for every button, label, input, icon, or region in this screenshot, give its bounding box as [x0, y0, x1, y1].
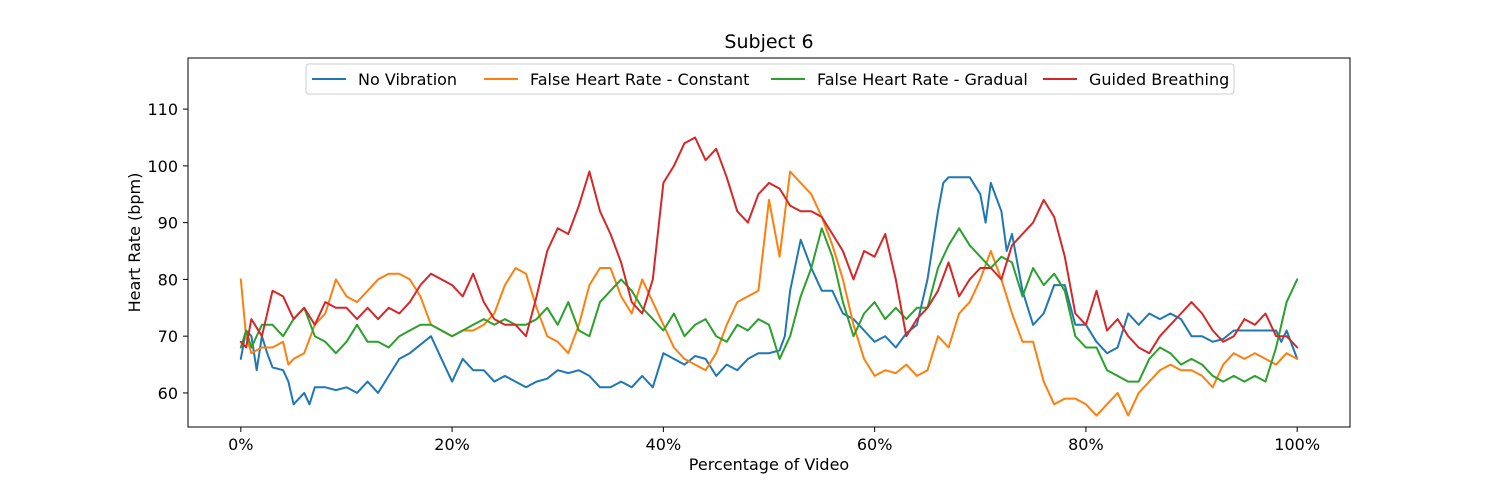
y-tick-label: 100 [147, 157, 178, 176]
legend-frame [305, 63, 1235, 95]
y-axis: 60 70 80 90 100 110 [147, 100, 188, 403]
series-line-4 [239, 136, 1299, 355]
y-axis-title: Heart Rate (bpm) [125, 173, 144, 313]
series-line-3 [239, 227, 1299, 383]
x-tick-label: 80% [1068, 435, 1104, 454]
y-tick-label: 110 [147, 100, 178, 119]
x-tick-label: 0% [228, 435, 253, 454]
y-tick-label: 80 [158, 270, 178, 289]
legend: No Vibration False Heart Rate - Constant F… [305, 63, 1235, 95]
legend-label-4: Guided Breathing [1089, 70, 1229, 89]
series-line-1 [239, 176, 1299, 406]
x-tick-label: 40% [646, 435, 682, 454]
y-tick-label: 60 [158, 384, 178, 403]
x-tick-label: 100% [1274, 435, 1320, 454]
plot-frame [187, 57, 1351, 428]
series-line-2 [239, 170, 1299, 417]
legend-label-2: False Heart Rate - Constant [530, 70, 749, 89]
chart-title: Subject 6 [724, 31, 813, 53]
legend-label-1: No Vibration [358, 70, 457, 89]
x-tick-label: 20% [434, 435, 470, 454]
x-axis-title: Percentage of Video [689, 455, 849, 474]
x-tick-label: 60% [857, 435, 893, 454]
y-tick-label: 90 [158, 214, 178, 233]
plot-area [239, 136, 1299, 417]
x-axis: 0% 20% 40% 60% 80% 100% [228, 427, 1320, 454]
y-tick-label: 70 [158, 327, 178, 346]
legend-label-3: False Heart Rate - Gradual [817, 70, 1028, 89]
